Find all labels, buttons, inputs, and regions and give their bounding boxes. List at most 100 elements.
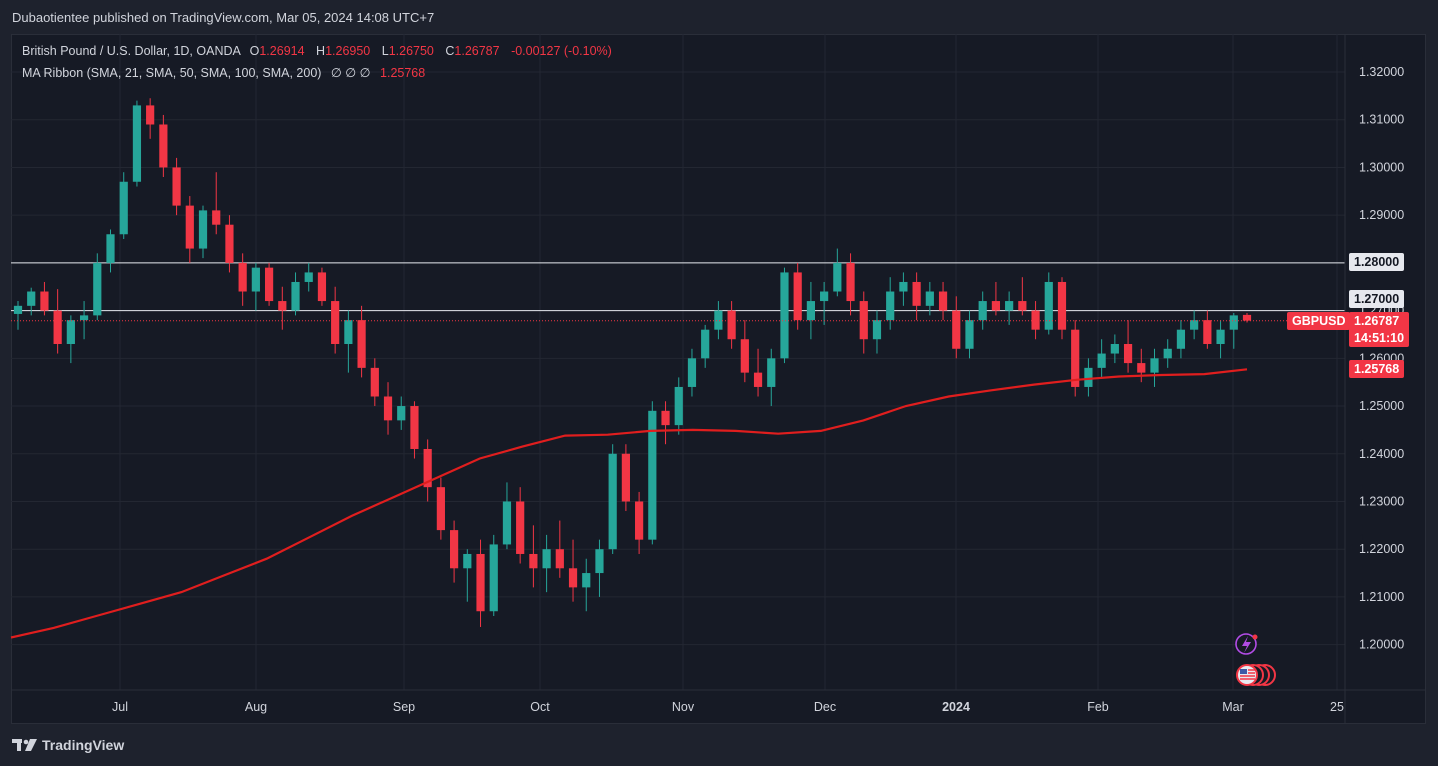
y-tick-label: 1.23000	[1359, 494, 1404, 508]
candles	[13, 98, 1252, 627]
change-value: -0.00127 (-0.10%)	[511, 44, 612, 58]
x-tick-label: Oct	[530, 700, 550, 714]
ma-empty-values: ∅ ∅ ∅	[330, 66, 371, 80]
candle-down	[1057, 281, 1067, 330]
candle-up	[820, 291, 829, 302]
lightning-icon[interactable]	[1235, 633, 1258, 655]
x-axis: Jul Aug Sep Oct Nov Dec 2024 Feb Mar 25	[112, 700, 1344, 714]
ma-price-tag: 1.25768	[1349, 360, 1405, 378]
candle-down	[635, 501, 644, 540]
candle-down	[317, 272, 327, 302]
candle-up	[1229, 315, 1238, 330]
countdown-value: 14:51:10	[1354, 331, 1405, 345]
x-tick-label: Nov	[672, 700, 695, 714]
candle-down	[212, 210, 221, 225]
candle-up	[344, 320, 353, 345]
candle-down	[859, 301, 868, 340]
close-value: 1.26787	[454, 44, 500, 58]
y-axis: 1.320001.310001.300001.290001.280001.270…	[1359, 65, 1404, 652]
candle-up	[687, 358, 697, 387]
candle-down	[53, 310, 62, 345]
candle-down	[740, 339, 749, 373]
candle-up	[595, 549, 604, 574]
candle-up	[978, 301, 987, 321]
low-value: 1.26750	[388, 44, 434, 58]
candle-up	[1216, 329, 1225, 345]
candle-up	[397, 406, 406, 421]
ma-title: MA Ribbon (SMA, 21, SMA, 50, SMA, 100, S…	[22, 66, 322, 80]
chart-panel[interactable]	[11, 34, 1426, 724]
candle-down	[529, 553, 538, 569]
candle-up	[489, 544, 498, 612]
candle-down	[1123, 344, 1133, 364]
candle-up	[674, 386, 683, 426]
candle-up	[1005, 301, 1014, 311]
tradingview-logo[interactable]: TradingView	[12, 737, 124, 753]
x-tick-label: Jul	[112, 700, 128, 714]
candle-up	[502, 501, 512, 545]
candle-down	[938, 291, 948, 311]
candle-up	[291, 281, 300, 311]
candle-up	[463, 553, 472, 569]
candle-down	[357, 320, 366, 368]
candle-up	[582, 573, 591, 588]
x-tick-label: Mar	[1222, 700, 1244, 714]
candle-down	[40, 291, 49, 311]
candle-down	[1137, 363, 1146, 373]
candle-up	[13, 305, 23, 314]
candle-up	[304, 272, 313, 282]
candle-down	[172, 167, 181, 206]
x-tick-label: Feb	[1087, 700, 1109, 714]
candle-down	[370, 367, 379, 397]
tradingview-logo-text: TradingView	[42, 737, 125, 753]
symbol-title: British Pound / U.S. Dollar, 1D, OANDA	[22, 44, 241, 58]
y-tick-label: 1.24000	[1359, 447, 1404, 461]
ma-value: 1.25768	[380, 66, 426, 80]
y-tick-label: 1.20000	[1359, 638, 1404, 652]
y-tick-label: 1.29000	[1359, 208, 1404, 222]
candle-down	[1031, 310, 1040, 330]
x-tick-label: Aug	[245, 700, 267, 714]
candle-up	[106, 234, 115, 263]
candle-up	[608, 453, 617, 550]
us-flag-icon[interactable]	[1236, 664, 1276, 686]
candle-down	[185, 205, 194, 249]
high-label: H	[316, 44, 326, 58]
candle-up	[872, 320, 882, 340]
last-price-tag: 1.26787 14:51:10	[1349, 312, 1410, 347]
candle-down	[516, 501, 525, 554]
y-tick-label: 1.21000	[1359, 590, 1404, 604]
candle-up	[93, 262, 102, 316]
candle-down	[331, 301, 340, 345]
candle-down	[568, 568, 578, 588]
candle-up	[1044, 281, 1053, 330]
candle-down	[793, 272, 802, 321]
candle-up	[132, 105, 142, 182]
candle-up	[886, 291, 895, 321]
indicator-legend[interactable]: MA Ribbon (SMA, 21, SMA, 50, SMA, 100, S…	[22, 65, 425, 80]
candle-down	[383, 396, 393, 421]
symbol-legend[interactable]: British Pound / U.S. Dollar, 1D, OANDA O…	[22, 44, 612, 58]
candle-down	[423, 448, 432, 488]
candle-down	[846, 262, 855, 302]
candle-up	[1190, 320, 1199, 330]
last-price-value: 1.26787	[1354, 314, 1400, 328]
candle-up	[780, 272, 789, 359]
candle-up	[198, 210, 208, 249]
candle-down	[912, 281, 921, 306]
candle-up	[79, 315, 89, 321]
candle-up	[66, 320, 75, 345]
candle-up	[1097, 353, 1106, 368]
candle-down	[555, 549, 564, 569]
x-tick-label: Sep	[393, 700, 415, 714]
candle-down	[1071, 329, 1080, 387]
x-tick-label: 2024	[942, 700, 970, 714]
candle-down	[1018, 301, 1027, 311]
candle-up	[833, 262, 842, 292]
candle-up	[701, 329, 710, 359]
y-tick-label: 1.31000	[1359, 113, 1404, 127]
candle-up	[767, 358, 776, 387]
candle-up	[806, 301, 815, 321]
candle-down	[727, 310, 736, 340]
